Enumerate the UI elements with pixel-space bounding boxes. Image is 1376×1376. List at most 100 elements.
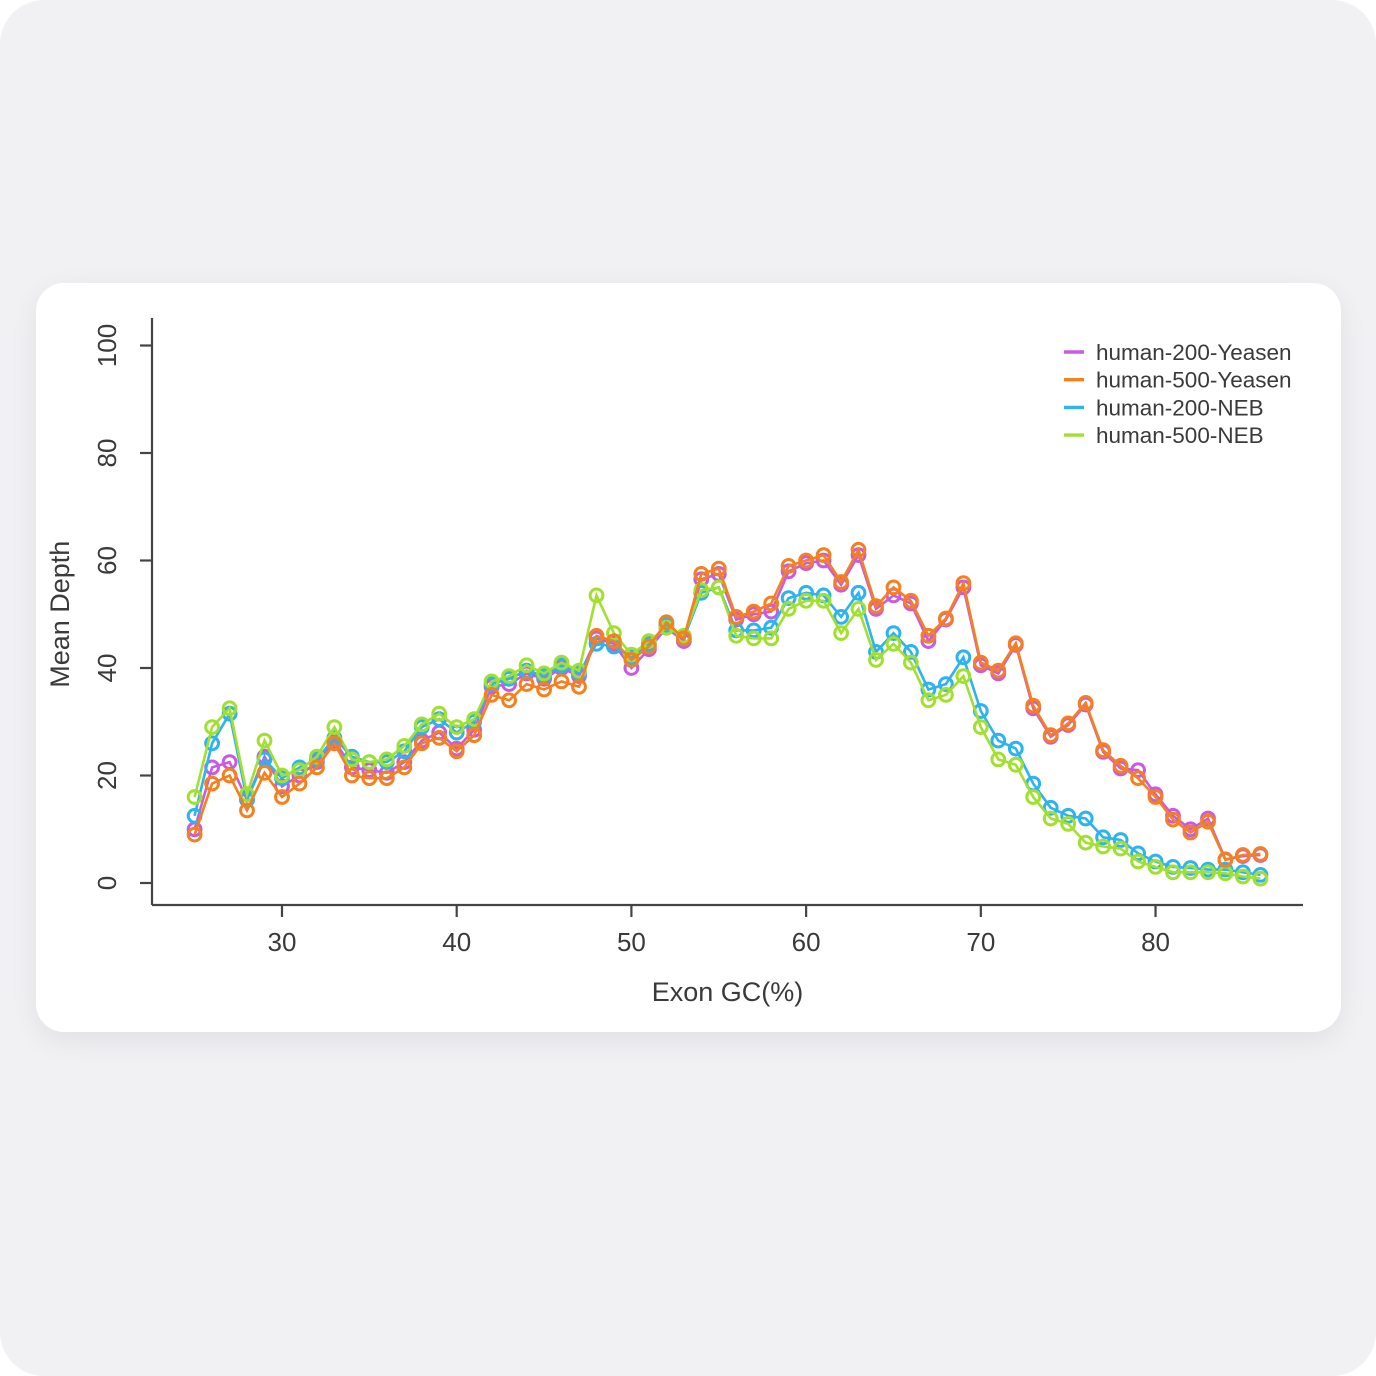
data-point [309, 759, 325, 776]
axes [140, 318, 1303, 917]
data-point [518, 676, 535, 692]
data-point [1007, 635, 1024, 652]
y-tick-label-0: 0 [92, 876, 122, 890]
data-point [1147, 789, 1164, 805]
data-point [780, 601, 797, 617]
data-point [431, 705, 448, 722]
data-point [606, 633, 622, 649]
data-point [955, 575, 972, 591]
y-tick-label-20: 20 [92, 761, 122, 790]
data-point [1025, 697, 1042, 714]
data-point [955, 649, 972, 666]
data-point [413, 735, 430, 752]
data-point [448, 719, 465, 735]
data-point [1182, 824, 1199, 841]
data-point [920, 692, 937, 709]
data-point [361, 762, 378, 778]
data-point [326, 719, 343, 735]
data-point [1182, 864, 1199, 881]
data-point [833, 609, 849, 625]
series-human-500-NEB [186, 579, 1269, 887]
x-tick-label-30: 30 [268, 927, 297, 957]
data-point [518, 657, 535, 674]
data-point [850, 584, 867, 601]
data-point [763, 630, 780, 647]
legend-entry-human-500-Yeasen: human-500-Yeasen [1064, 368, 1292, 393]
data-point [1095, 742, 1111, 759]
data-point [396, 738, 413, 754]
y-tick-label-60: 60 [92, 546, 122, 575]
data-point [431, 730, 448, 746]
data-point [1147, 859, 1164, 875]
data-point [606, 625, 622, 641]
data-point [501, 692, 518, 709]
y-tick-label-100: 100 [92, 324, 122, 367]
legend-entry-human-500-NEB: human-500-NEB [1064, 423, 1264, 448]
data-point [675, 630, 692, 647]
series-line-human-500-NEB [193, 585, 1261, 880]
data-point [972, 654, 989, 671]
data-point [1217, 852, 1234, 868]
data-point [920, 627, 937, 644]
data-point [344, 751, 360, 768]
legend-entry-human-200-NEB: human-200-NEB [1064, 395, 1264, 420]
data-point [798, 592, 814, 609]
data-point [745, 603, 762, 620]
chart-card [36, 283, 1341, 1032]
x-tick-label-70: 70 [966, 927, 995, 957]
data-point [256, 764, 273, 781]
data-point [885, 635, 902, 652]
data-point [553, 673, 570, 690]
data-point [1060, 816, 1077, 832]
data-point [990, 662, 1007, 679]
data-point [448, 743, 465, 760]
data-point [955, 668, 972, 684]
data-point [850, 601, 867, 617]
x-axis-title: Exon GC(%) [652, 977, 804, 1007]
data-point [693, 566, 710, 582]
data-point [903, 644, 919, 660]
data-point [1130, 845, 1146, 862]
data-point [1025, 789, 1042, 805]
data-point [221, 700, 238, 717]
data-point [1130, 853, 1146, 870]
data-point [239, 802, 255, 819]
data-point [204, 775, 221, 792]
data-point [588, 587, 605, 604]
legend-label-human-200-Yeasen: human-200-Yeasen [1096, 340, 1292, 365]
data-point [885, 579, 902, 596]
data-point [1235, 847, 1251, 863]
data-point [903, 654, 919, 671]
data-point [745, 630, 762, 647]
data-point [571, 678, 587, 695]
data-point [361, 754, 378, 770]
data-point [588, 627, 605, 644]
data-point [693, 582, 710, 598]
data-point [1165, 811, 1181, 828]
series-human-500-Yeasen [186, 541, 1269, 868]
data-point [1095, 829, 1111, 846]
data-point [466, 727, 483, 744]
data-point [1077, 695, 1094, 711]
data-point [728, 609, 745, 625]
legend: human-200-Yeasen human-500-Yeasenhuman-20… [1064, 340, 1292, 448]
data-point [868, 598, 884, 615]
x-tick-label-40: 40 [442, 927, 471, 957]
data-point [990, 732, 1007, 749]
data-point [1112, 840, 1129, 857]
x-tick-label-50: 50 [617, 927, 646, 957]
data-point [501, 668, 518, 684]
data-point [344, 767, 360, 784]
data-point [378, 751, 395, 768]
x-tick-label-60: 60 [792, 927, 821, 957]
data-point [1130, 762, 1146, 778]
data-point [815, 592, 832, 609]
series-human-200-NEB [186, 579, 1269, 883]
data-point [221, 767, 238, 784]
data-point [833, 625, 849, 641]
data-point [361, 770, 378, 787]
data-point [1060, 807, 1077, 824]
series-line-human-200-Yeasen [193, 551, 1261, 861]
data-point [1130, 770, 1146, 787]
